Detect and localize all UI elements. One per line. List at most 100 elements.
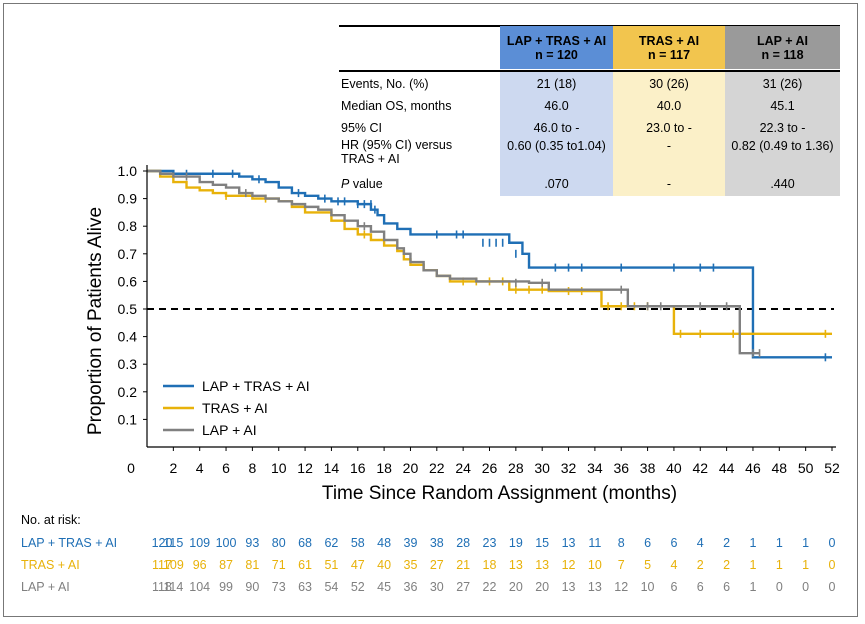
risk-value: 6 <box>723 580 731 594</box>
x-tick-label: 46 <box>745 460 761 476</box>
risk-value: 96 <box>192 558 207 572</box>
y-tick-label: 0.4 <box>118 329 138 345</box>
risk-value: 1 <box>749 580 757 594</box>
risk-value: 13 <box>535 558 550 572</box>
row-label-suffix: value <box>349 176 383 191</box>
y-tick-label: 1.0 <box>118 163 138 179</box>
table-cell: 23.0 to - <box>646 120 692 135</box>
risk-row-label: LAP + AI <box>21 580 70 594</box>
table-row-label: P value <box>341 171 499 196</box>
risk-value: 35 <box>403 558 418 572</box>
risk-value: 0 <box>828 558 836 572</box>
risk-value: 109 <box>189 536 211 550</box>
risk-value: 100 <box>215 536 237 550</box>
table-column-body <box>725 72 840 196</box>
y-tick-label: 0.7 <box>118 246 138 262</box>
table-row-label: 95% CI <box>341 120 382 135</box>
x-tick-label: 26 <box>482 460 498 476</box>
x-tick-label: 24 <box>455 460 471 476</box>
risk-value: 6 <box>670 536 678 550</box>
risk-value: 47 <box>350 558 365 572</box>
y-tick-label: 0.6 <box>118 273 138 289</box>
table-column-header: LAP + AI n = 118 <box>725 26 840 69</box>
table-cell: 46.0 <box>544 99 569 113</box>
risk-value: 1 <box>775 536 783 550</box>
risk-value: 1 <box>775 558 783 572</box>
risk-value: 45 <box>377 580 392 594</box>
risk-value: 15 <box>535 536 550 550</box>
table-cell: - <box>666 139 672 153</box>
x-tick-label: 6 <box>222 460 230 476</box>
risk-value: 81 <box>245 558 260 572</box>
risk-value: 0 <box>828 580 836 594</box>
risk-value: 114 <box>163 580 184 594</box>
risk-value: 109 <box>162 558 184 572</box>
risk-value: 61 <box>298 558 313 572</box>
x-tick-label: 34 <box>587 460 603 476</box>
risk-row-label: LAP + TRAS + AI <box>21 536 118 550</box>
table-top-rule <box>339 25 840 27</box>
table-cell: 46.0 to - <box>533 120 580 135</box>
x-tick-label: 14 <box>324 460 340 476</box>
table-cell: 21 (18) <box>536 77 577 91</box>
table-row-label: HR (95% CI) versus TRAS + AI <box>341 138 499 171</box>
risk-value: 1 <box>802 536 810 550</box>
risk-value: 52 <box>350 580 365 594</box>
x-tick-label: 30 <box>534 460 550 476</box>
x-tick-label: 16 <box>350 460 366 476</box>
figure-frame <box>3 3 858 617</box>
risk-value: 2 <box>723 558 731 572</box>
column-title: TRAS + AI <box>638 33 700 48</box>
x-tick-label: 0 <box>127 460 135 476</box>
risk-value: 18 <box>482 558 497 572</box>
risk-value: 93 <box>245 536 260 550</box>
km-chart: 0.10.20.30.40.50.60.70.80.91.00 2 4 6 8 10 12 1… <box>85 163 840 504</box>
table-header-rule <box>339 70 840 72</box>
risk-value: 117 <box>152 558 172 572</box>
row-label-line: HR (95% CI) versus <box>341 138 453 152</box>
risk-value: 36 <box>403 580 418 594</box>
table-row-label: Median OS, months <box>341 99 452 113</box>
risk-value: 20 <box>508 580 523 594</box>
risk-value: 118 <box>152 580 172 594</box>
risk-value: 13 <box>587 580 602 594</box>
risk-title: No. at risk: <box>21 513 81 527</box>
row-label-line: TRAS + AI <box>341 152 400 166</box>
risk-value: 10 <box>587 558 602 572</box>
x-tick-label: 52 <box>824 460 840 476</box>
risk-value: 39 <box>403 536 418 550</box>
x-tick-label: 18 <box>376 460 392 476</box>
table-cell: 0.60 (0.35 to1.04) <box>507 139 606 153</box>
risk-value: 90 <box>245 580 260 594</box>
risk-value: 27 <box>456 580 471 594</box>
table-column-body <box>613 72 725 196</box>
table-column-body <box>500 72 613 196</box>
column-title: LAP + AI <box>756 33 809 48</box>
table-cell: 45.1 <box>770 99 795 113</box>
table-row-label: Events, No. (%) <box>341 77 429 91</box>
risk-value: 120 <box>151 536 173 550</box>
table-column-header: LAP + TRAS + AI n = 120 <box>500 26 613 69</box>
y-axis-label: Proportion of Patients Alive <box>85 207 106 435</box>
y-tick-label: 0.8 <box>118 218 138 234</box>
x-axis-label: Time Since Random Assignment (months) <box>322 483 677 504</box>
risk-value: 10 <box>640 580 655 594</box>
risk-value: 4 <box>670 558 678 572</box>
x-tick-label: 8 <box>248 460 256 476</box>
risk-value: 22 <box>482 580 497 594</box>
table-cell: 31 (26) <box>762 77 803 91</box>
x-tick-label: 10 <box>271 460 287 476</box>
series-line-lap-ai <box>147 169 760 355</box>
table-cell: 22.3 to - <box>759 120 806 135</box>
risk-value: 58 <box>350 536 365 550</box>
legend: LAP + TRAS + AI TRAS + AI LAP + AI <box>163 378 310 438</box>
series-line-lap-tras-ai <box>147 169 832 359</box>
x-tick-label: 44 <box>719 460 735 476</box>
risk-value: 104 <box>189 580 211 594</box>
risk-value: 0 <box>775 580 783 594</box>
x-tick-label: 22 <box>429 460 445 476</box>
table-column-header: TRAS + AI n = 117 <box>613 26 725 69</box>
risk-value: 28 <box>456 536 471 550</box>
risk-value: 40 <box>377 558 392 572</box>
risk-value: 4 <box>696 536 704 550</box>
